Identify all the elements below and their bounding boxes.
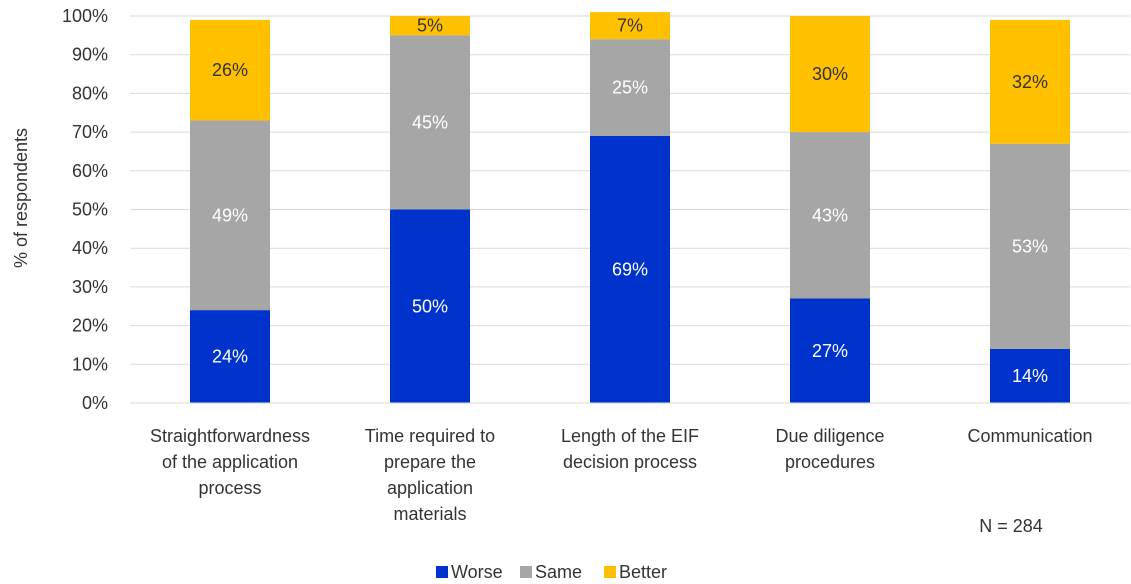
x-tick-label: Communication xyxy=(967,426,1092,446)
legend: Worse Same Better xyxy=(436,562,667,582)
data-label: 53% xyxy=(1012,236,1048,256)
legend-label: Same xyxy=(535,562,582,582)
bar-segment-worse xyxy=(190,310,270,403)
data-label: 69% xyxy=(612,259,648,279)
x-tick-label: Time required to prepare the application ma… xyxy=(365,426,495,524)
data-label: 25% xyxy=(612,78,648,98)
y-tick-label: 60% xyxy=(72,161,108,181)
bar-segment-same xyxy=(190,120,270,311)
y-tick-label: 80% xyxy=(72,83,108,103)
y-axis-title: % of respondents xyxy=(11,128,31,268)
bar-segment-better xyxy=(590,12,670,40)
x-axis: Straightforwardness of the application pro… xyxy=(130,402,1130,524)
x-tick-label: Length of the EIF decision process xyxy=(561,426,699,472)
bar-segment-same xyxy=(990,143,1070,349)
legend-label: Better xyxy=(619,562,667,582)
data-label: 7% xyxy=(617,16,643,36)
bars: 24% 49% 26% 50% 45% 5% 69% 25% 7% 27% 43% 30% 14% 53%… xyxy=(190,12,1070,403)
y-tick-label: 50% xyxy=(72,200,108,220)
x-tick-label: Due diligence procedures xyxy=(775,426,884,472)
bar-segment-worse xyxy=(390,209,470,403)
data-label: 45% xyxy=(412,112,448,132)
bar-segment-better xyxy=(790,16,870,133)
legend-swatch-better xyxy=(604,566,616,578)
y-tick-label: 10% xyxy=(72,354,108,374)
bar-segment-worse xyxy=(990,348,1070,403)
legend-swatch-same xyxy=(520,566,532,578)
y-tick-label: 30% xyxy=(72,277,108,297)
legend-label: Worse xyxy=(451,562,503,582)
y-tick-label: 40% xyxy=(72,238,108,258)
data-label: 26% xyxy=(212,60,248,80)
sample-size-note: N = 284 xyxy=(979,516,1043,536)
data-label: 30% xyxy=(812,64,848,84)
bar-segment-same xyxy=(590,39,670,136)
y-tick-label: 0% xyxy=(82,393,108,413)
data-label: 5% xyxy=(417,16,443,36)
x-tick-label: Straightforwardness of the application pro… xyxy=(150,426,310,498)
data-label: 49% xyxy=(212,205,248,225)
data-label: 50% xyxy=(412,296,448,316)
data-label: 43% xyxy=(812,205,848,225)
legend-swatch-worse xyxy=(436,566,448,578)
y-tick-label: 90% xyxy=(72,45,108,65)
bar-segment-better xyxy=(390,16,470,36)
data-label: 27% xyxy=(812,341,848,361)
bar-segment-better xyxy=(990,19,1070,144)
bar-segment-worse xyxy=(590,135,670,403)
data-label: 32% xyxy=(1012,72,1048,92)
y-tick-label: 20% xyxy=(72,316,108,336)
data-label: 24% xyxy=(212,347,248,367)
bar-segment-better xyxy=(190,19,270,121)
y-axis: 0% 10% 20% 30% 40% 50% 60% 70% 80% 90% 100% xyxy=(62,6,108,413)
bar-segment-same xyxy=(790,132,870,299)
bar-segment-same xyxy=(390,35,470,210)
data-label: 14% xyxy=(1012,366,1048,386)
y-tick-label: 100% xyxy=(62,6,108,26)
bar-segment-worse xyxy=(790,298,870,403)
y-tick-label: 70% xyxy=(72,122,108,142)
